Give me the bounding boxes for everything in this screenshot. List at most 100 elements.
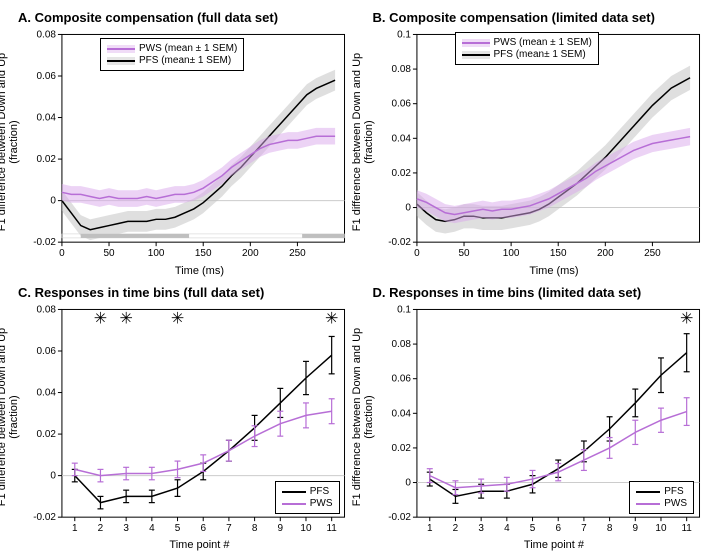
legend-label-pfs: PFS (mean± 1 SEM) [139, 55, 231, 66]
svg-text:9: 9 [632, 523, 638, 534]
svg-text:✳: ✳ [94, 310, 107, 327]
legend-row-pfs: PFS [636, 486, 687, 497]
svg-text:5: 5 [175, 523, 181, 534]
svg-text:0.02: 0.02 [37, 429, 57, 440]
svg-text:1: 1 [72, 523, 78, 534]
panel-d-legend: PFS PWS [629, 481, 694, 514]
panel-d-xlabel: Time point # [524, 539, 584, 551]
svg-text:0.02: 0.02 [391, 443, 411, 454]
panel-a-ylabel: F1 difference between Down and Up (fract… [0, 42, 20, 242]
svg-text:6: 6 [200, 523, 206, 534]
svg-text:3: 3 [123, 523, 129, 534]
svg-text:0: 0 [50, 196, 56, 207]
svg-text:11: 11 [681, 523, 692, 534]
ylabel-sub: (fraction) [363, 42, 375, 242]
svg-text:0: 0 [50, 470, 56, 481]
svg-text:0.06: 0.06 [391, 99, 411, 110]
panel-a-legend: PWS (mean ± 1 SEM) PFS (mean± 1 SEM) [100, 38, 244, 71]
legend-label-pws: PWS (mean ± 1 SEM) [139, 43, 237, 54]
ylabel-text: F1 difference between Down and Up [351, 328, 363, 506]
svg-text:10: 10 [300, 523, 312, 534]
ylabel-text: F1 difference between Down and Up [351, 53, 363, 231]
svg-text:250: 250 [289, 248, 306, 259]
legend-label-pfs: PFS [664, 486, 683, 497]
svg-text:5: 5 [529, 523, 535, 534]
svg-text:-0.02: -0.02 [388, 237, 411, 248]
svg-text:✳: ✳ [171, 310, 184, 327]
panel-d: D. Responses in time bins (limited data … [365, 285, 710, 550]
legend-line-pws [282, 503, 306, 505]
legend-row-pws: PWS [282, 498, 333, 509]
svg-text:9: 9 [278, 523, 284, 534]
svg-text:0.08: 0.08 [391, 64, 411, 75]
panel-a: A. Composite compensation (full data set… [10, 10, 355, 275]
svg-text:150: 150 [549, 248, 566, 259]
svg-text:0.04: 0.04 [391, 408, 411, 419]
legend-swatch-pws [107, 45, 135, 53]
svg-text:0.04: 0.04 [37, 113, 57, 124]
svg-text:0: 0 [59, 248, 65, 259]
ylabel-sub: (fraction) [363, 317, 375, 517]
panel-c-ylabel: F1 difference between Down and Up (fract… [0, 317, 20, 517]
svg-text:0.06: 0.06 [37, 71, 57, 82]
svg-text:0.1: 0.1 [397, 304, 411, 315]
legend-label-pws: PWS [310, 498, 333, 509]
svg-text:0.08: 0.08 [37, 29, 57, 40]
panel-c-title: C. Responses in time bins (full data set… [18, 285, 264, 300]
svg-text:200: 200 [242, 248, 259, 259]
svg-text:2: 2 [98, 523, 104, 534]
svg-text:3: 3 [478, 523, 484, 534]
panel-b-legend: PWS (mean ± 1 SEM) PFS (mean± 1 SEM) [455, 32, 599, 65]
svg-text:7: 7 [581, 523, 587, 534]
svg-text:2: 2 [452, 523, 458, 534]
svg-text:0.04: 0.04 [391, 133, 411, 144]
svg-text:1: 1 [426, 523, 432, 534]
legend-label-pfs: PFS (mean± 1 SEM) [494, 49, 586, 60]
ylabel-text: F1 difference between Down and Up [0, 328, 8, 506]
svg-text:50: 50 [103, 248, 115, 259]
svg-text:-0.02: -0.02 [33, 237, 56, 248]
legend-row-pws: PWS (mean ± 1 SEM) [462, 37, 592, 48]
legend-swatch-pfs [462, 51, 490, 59]
legend-swatch-pfs [107, 57, 135, 65]
panel-c-xlabel: Time point # [169, 539, 229, 551]
panel-b: B. Composite compensation (limited data … [365, 10, 710, 275]
svg-text:250: 250 [644, 248, 661, 259]
ylabel-sub: (fraction) [8, 317, 20, 517]
figure-grid: A. Composite compensation (full data set… [10, 10, 709, 539]
svg-text:7: 7 [226, 523, 232, 534]
svg-text:0.06: 0.06 [391, 373, 411, 384]
ylabel-sub: (fraction) [8, 42, 20, 242]
legend-row-pfs: PFS (mean± 1 SEM) [462, 49, 592, 60]
panel-c-legend: PFS PWS [275, 481, 340, 514]
svg-text:✳: ✳ [325, 310, 338, 327]
svg-text:-0.02: -0.02 [388, 512, 411, 523]
svg-text:8: 8 [606, 523, 612, 534]
svg-text:10: 10 [655, 523, 667, 534]
legend-row-pws: PWS (mean ± 1 SEM) [107, 43, 237, 54]
svg-text:6: 6 [555, 523, 561, 534]
panel-d-title: D. Responses in time bins (limited data … [373, 285, 642, 300]
legend-line-pws [636, 503, 660, 505]
svg-text:100: 100 [148, 248, 165, 259]
svg-text:50: 50 [458, 248, 470, 259]
panel-b-xlabel: Time (ms) [529, 265, 578, 277]
svg-text:150: 150 [195, 248, 212, 259]
svg-text:8: 8 [252, 523, 258, 534]
legend-swatch-pws [462, 39, 490, 47]
svg-text:✳: ✳ [119, 310, 132, 327]
svg-text:0.1: 0.1 [397, 29, 411, 40]
legend-label-pws: PWS (mean ± 1 SEM) [494, 37, 592, 48]
panel-d-ylabel: F1 difference between Down and Up (fract… [351, 317, 375, 517]
svg-text:0.08: 0.08 [37, 304, 57, 315]
panel-a-xlabel: Time (ms) [175, 265, 224, 277]
panel-b-title: B. Composite compensation (limited data … [373, 10, 655, 25]
svg-text:4: 4 [504, 523, 510, 534]
svg-text:0.02: 0.02 [391, 168, 411, 179]
legend-row-pfs: PFS [282, 486, 333, 497]
legend-label-pfs: PFS [310, 486, 329, 497]
svg-text:11: 11 [326, 523, 337, 534]
svg-text:0.06: 0.06 [37, 346, 57, 357]
legend-line-pfs [282, 491, 306, 493]
svg-text:4: 4 [149, 523, 155, 534]
